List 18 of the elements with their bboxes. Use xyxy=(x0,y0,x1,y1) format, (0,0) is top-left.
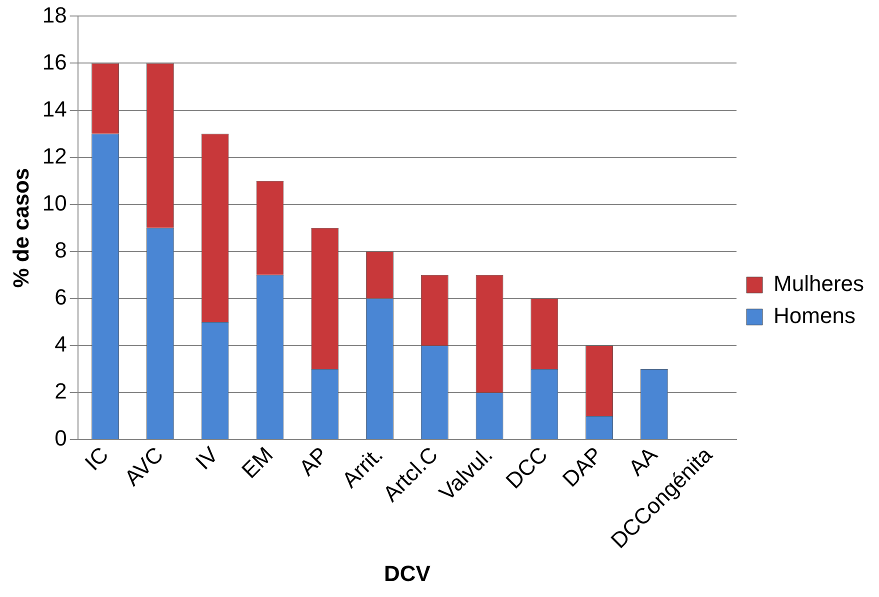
y-tick-label: 18 xyxy=(42,2,67,28)
y-tick-label: 16 xyxy=(42,49,67,74)
y-axis-title: % de casos xyxy=(8,168,34,288)
y-tick-label: 10 xyxy=(42,190,67,216)
x-tick-label: AP xyxy=(294,442,333,480)
y-tick-label: 6 xyxy=(54,284,67,310)
x-tick-label: IV xyxy=(190,442,224,474)
legend-label: Homens xyxy=(774,303,856,328)
y-tick-label: 14 xyxy=(42,96,67,122)
y-tick-label: 4 xyxy=(54,332,67,357)
x-tick-label: IC xyxy=(80,442,114,476)
x-tick-label: EM xyxy=(236,442,278,484)
y-tick-label: 2 xyxy=(54,378,67,404)
y-tick-label: 12 xyxy=(42,143,67,168)
x-axis-title: DCV xyxy=(384,560,431,586)
y-tick-label: 8 xyxy=(54,237,67,262)
y-tick-label: 0 xyxy=(54,426,67,451)
legend-label: Mulheres xyxy=(774,271,864,296)
